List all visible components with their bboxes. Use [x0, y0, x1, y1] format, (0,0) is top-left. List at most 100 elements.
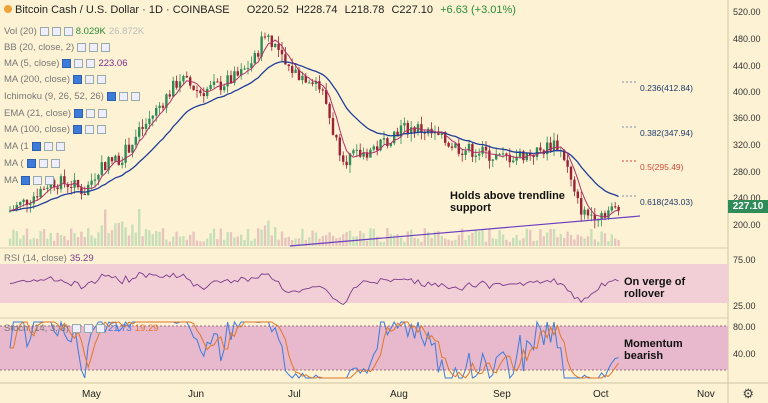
- low-value: L218.78: [344, 4, 385, 16]
- candle-body: [155, 108, 158, 116]
- indicator-legend-row[interactable]: MA (1: [4, 141, 65, 152]
- close-icon[interactable]: [50, 159, 60, 168]
- settings-icon[interactable]: [38, 159, 48, 168]
- volume-bar: [19, 238, 22, 246]
- close-icon[interactable]: [86, 59, 96, 68]
- candle-body: [488, 150, 491, 161]
- candle-body: [382, 138, 386, 140]
- candle-body: [484, 146, 488, 151]
- indicator-legend-row[interactable]: BB (20, close, 2): [4, 42, 111, 53]
- settings-icon[interactable]: [43, 142, 53, 151]
- close-icon[interactable]: [95, 324, 105, 333]
- eye-icon[interactable]: [74, 109, 84, 118]
- settings-icon[interactable]: [85, 75, 94, 84]
- close-icon[interactable]: [45, 176, 55, 185]
- close-icon[interactable]: [55, 142, 65, 151]
- eye-icon[interactable]: [73, 125, 82, 134]
- indicator-label: MA (200, close): [4, 74, 70, 85]
- candle-body: [195, 90, 199, 92]
- eye-icon[interactable]: [77, 43, 87, 52]
- indicator-legend-row[interactable]: MA (200, close): [4, 74, 106, 85]
- volume-bar: [277, 239, 280, 246]
- rsi-legend[interactable]: RSI (14, close) 35.29: [4, 253, 94, 264]
- volume-bar: [420, 241, 423, 246]
- volume-bar: [386, 228, 389, 246]
- exchange: COINBASE: [172, 4, 230, 16]
- volume-bar: [365, 240, 369, 246]
- settings-icon[interactable]: [83, 324, 93, 333]
- candle-body: [586, 209, 590, 216]
- candle-body: [450, 146, 454, 148]
- indicator-legend-row[interactable]: MA (100, close): [4, 124, 106, 135]
- stoch-d-value: 19.29: [134, 323, 159, 334]
- candle-body: [437, 131, 440, 135]
- close-icon[interactable]: [101, 43, 111, 52]
- price-axis-label: 400.00: [733, 87, 761, 97]
- settings-icon[interactable]: [33, 176, 43, 185]
- indicator-legend-row[interactable]: EMA (21, close): [4, 108, 108, 119]
- volume-bar: [501, 234, 505, 246]
- candle-body: [165, 94, 168, 108]
- candle-body: [454, 143, 457, 148]
- close-icon[interactable]: [98, 109, 108, 118]
- candle-body: [399, 125, 403, 137]
- settings-icon[interactable]: [86, 109, 96, 118]
- settings-icon[interactable]: [89, 43, 99, 52]
- settings-icon[interactable]: [118, 92, 128, 101]
- volume-bar: [369, 228, 372, 246]
- indicator-legend-row[interactable]: Vol (20) 8.029K 26.872K: [4, 26, 144, 37]
- close-icon[interactable]: [97, 75, 106, 84]
- eye-icon[interactable]: [73, 75, 82, 84]
- eye-icon[interactable]: [39, 27, 49, 36]
- eye-icon[interactable]: [26, 159, 36, 168]
- volume-bar: [406, 231, 409, 246]
- indicator-legend-row[interactable]: Ichimoku (9, 26, 52, 26): [4, 91, 140, 102]
- close-icon[interactable]: [63, 27, 73, 36]
- settings-icon[interactable]: [51, 27, 61, 36]
- eye-icon[interactable]: [71, 324, 81, 333]
- settings-icon[interactable]: [74, 59, 84, 68]
- candle-body: [161, 105, 165, 108]
- candle-body: [73, 179, 76, 188]
- volume-bar: [185, 239, 188, 246]
- volume-bar: [83, 236, 86, 246]
- candle-body: [32, 196, 35, 204]
- eye-icon[interactable]: [31, 142, 41, 151]
- volume-bar: [471, 232, 474, 246]
- indicator-legend-row[interactable]: MA (: [4, 158, 60, 169]
- candle-body: [607, 210, 610, 218]
- close-icon[interactable]: [130, 92, 140, 101]
- volume-bar: [284, 237, 287, 246]
- candle-body: [233, 71, 236, 84]
- volume-bar: [165, 239, 168, 246]
- indicator-legend-row[interactable]: MA (5, close) 223.06: [4, 58, 128, 69]
- gear-icon[interactable]: ⚙: [742, 386, 754, 401]
- volume-bar: [260, 229, 263, 246]
- indicator-value: 223.06: [98, 58, 128, 69]
- eye-icon[interactable]: [106, 92, 116, 101]
- stoch-legend[interactable]: Stoch (14, 3, 3) 21.73 19.29: [4, 323, 159, 334]
- eye-icon[interactable]: [21, 176, 31, 185]
- settings-icon[interactable]: [85, 125, 94, 134]
- indicator-legend-row[interactable]: MA: [4, 175, 55, 186]
- eye-icon[interactable]: [62, 59, 72, 68]
- volume-bar: [226, 232, 229, 246]
- volume-bar: [144, 229, 148, 246]
- volume-bar: [559, 234, 562, 246]
- candle-body: [168, 94, 171, 97]
- volume-bar: [263, 225, 267, 246]
- candle-body: [393, 131, 396, 144]
- volume-bar: [175, 231, 178, 246]
- candle-body: [66, 184, 69, 187]
- volume-bar: [467, 235, 471, 246]
- volume-bar: [512, 237, 515, 246]
- volume-bar: [15, 231, 18, 246]
- close-icon[interactable]: [97, 125, 106, 134]
- candle-body: [141, 127, 144, 129]
- candle-body: [100, 162, 103, 175]
- candle-body: [501, 153, 505, 155]
- candle-body: [376, 146, 379, 151]
- candle-body: [182, 75, 185, 82]
- candle-body: [185, 75, 188, 78]
